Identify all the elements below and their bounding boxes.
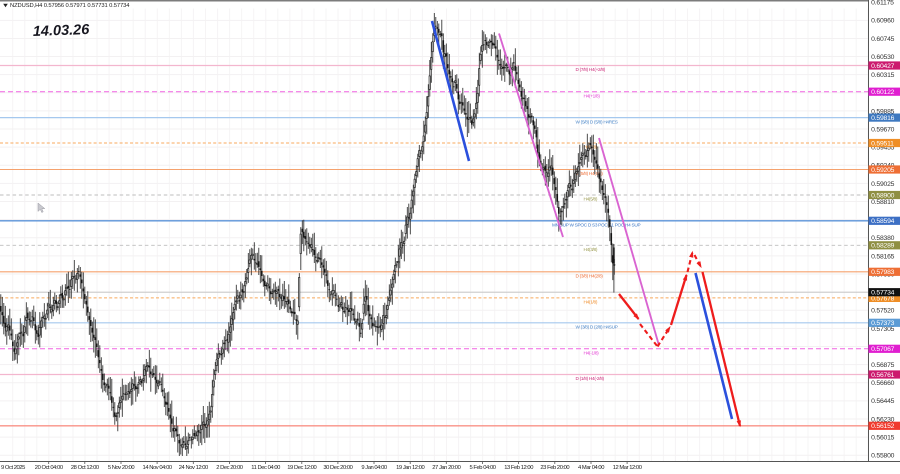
svg-text:H4(-1/8): H4(-1/8): [584, 351, 600, 356]
svg-text:23 Feb 20:00: 23 Feb 20:00: [540, 465, 569, 471]
svg-text:W (3/8) D (2/8) H4SUP: W (3/8) D (2/8) H4SUP: [576, 325, 618, 330]
svg-text:0.57520: 0.57520: [871, 308, 895, 315]
svg-text:24 Nov 12:00: 24 Nov 12:00: [179, 465, 208, 471]
svg-text:0.60530: 0.60530: [871, 54, 895, 61]
svg-text:0.58380: 0.58380: [871, 235, 895, 242]
svg-text:0.57373: 0.57373: [871, 320, 895, 327]
svg-text:0.59885: 0.59885: [871, 108, 895, 115]
svg-text:19 Jan 12:00: 19 Jan 12:00: [396, 465, 424, 471]
svg-text:0.59205: 0.59205: [871, 167, 895, 174]
svg-text:0.56660: 0.56660: [871, 380, 895, 387]
svg-text:D (7/8) H4(+2/8): D (7/8) H4(+2/8): [576, 67, 606, 72]
svg-text:0.60122: 0.60122: [871, 89, 895, 96]
svg-text:0.59670: 0.59670: [871, 126, 895, 133]
svg-text:MN SUP W SPOC D S3 POC S1 POC: MN SUP W SPOC D S3 POC S1 POC H4 SUP: [552, 223, 640, 228]
svg-text:0.56152: 0.56152: [871, 423, 895, 430]
svg-text:0.57734: 0.57734: [871, 290, 895, 297]
svg-text:0.58289: 0.58289: [871, 243, 895, 250]
svg-text:0.57678: 0.57678: [871, 295, 895, 302]
svg-text:H4(+1/8): H4(+1/8): [584, 93, 601, 98]
svg-text:19 Dec 12:00: 19 Dec 12:00: [287, 465, 316, 471]
svg-text:0.56230: 0.56230: [871, 416, 895, 423]
svg-text:0.60315: 0.60315: [871, 72, 895, 79]
svg-text:0.58165: 0.58165: [871, 253, 895, 260]
svg-text:0.59025: 0.59025: [871, 181, 895, 188]
svg-text:13 Feb 12:00: 13 Feb 12:00: [504, 465, 533, 471]
svg-text:0.58900: 0.58900: [871, 192, 895, 199]
svg-text:0.60427: 0.60427: [871, 63, 895, 70]
svg-text:0.56761: 0.56761: [871, 372, 895, 379]
svg-text:D (5/8) H4(6/8): D (5/8) H4(6/8): [576, 171, 604, 176]
svg-text:0.59816: 0.59816: [871, 115, 895, 122]
svg-text:H4(3/8): H4(3/8): [584, 247, 598, 252]
svg-text:0.55800: 0.55800: [871, 453, 895, 460]
svg-text:H4(1/8): H4(1/8): [584, 300, 598, 305]
svg-text:NZDUSD,H4 0.57956 0.57971 0.5: NZDUSD,H4 0.57956 0.57971 0.57731 0.5773…: [10, 3, 130, 9]
svg-text:5 Nov 20:00: 5 Nov 20:00: [108, 465, 135, 471]
svg-text:0.56875: 0.56875: [871, 362, 895, 369]
svg-text:11 Dec 04:00: 11 Dec 04:00: [251, 465, 280, 471]
svg-text:5 Feb 04:00: 5 Feb 04:00: [470, 465, 496, 471]
svg-text:0.59511: 0.59511: [871, 140, 894, 147]
svg-text:20 Oct 04:00: 20 Oct 04:00: [35, 465, 63, 471]
svg-text:28 Oct 12:00: 28 Oct 12:00: [71, 465, 99, 471]
svg-text:0.60960: 0.60960: [871, 18, 895, 25]
svg-text:0.57305: 0.57305: [871, 326, 895, 333]
svg-text:W (5/8) D (5/8) H4RES: W (5/8) D (5/8) H4RES: [576, 119, 618, 124]
svg-text:9 Oct 2025: 9 Oct 2025: [1, 465, 25, 471]
svg-text:4 Mar 04:00: 4 Mar 04:00: [578, 465, 604, 471]
svg-text:27 Jan 20:00: 27 Jan 20:00: [432, 465, 460, 471]
svg-text:D (3/8) H4(2/8): D (3/8) H4(2/8): [576, 274, 604, 279]
svg-text:0.57067: 0.57067: [871, 346, 895, 353]
svg-text:H4(7/8): H4(7/8): [584, 145, 598, 150]
svg-text:9 Jan 04:00: 9 Jan 04:00: [361, 465, 387, 471]
svg-text:0.57983: 0.57983: [871, 269, 895, 276]
svg-text:0.61175: 0.61175: [871, 0, 894, 7]
svg-text:H4(5/8): H4(5/8): [584, 197, 598, 202]
svg-text:14 Nov 04:00: 14 Nov 04:00: [143, 465, 172, 471]
svg-text:0.56015: 0.56015: [871, 434, 895, 441]
svg-text:30 Dec 20:00: 30 Dec 20:00: [323, 465, 352, 471]
svg-text:0.58594: 0.58594: [871, 218, 895, 225]
svg-text:14.03.26: 14.03.26: [33, 22, 91, 40]
svg-text:0.56445: 0.56445: [871, 398, 895, 405]
svg-text:D (1/8) H4(-2/8): D (1/8) H4(-2/8): [576, 376, 605, 381]
svg-text:0.58810: 0.58810: [871, 199, 895, 206]
svg-text:12 Mar 12:00: 12 Mar 12:00: [613, 465, 642, 471]
svg-text:0.60745: 0.60745: [871, 36, 895, 43]
svg-text:0.59455: 0.59455: [871, 145, 895, 152]
svg-text:2 Dec 20:00: 2 Dec 20:00: [216, 465, 243, 471]
